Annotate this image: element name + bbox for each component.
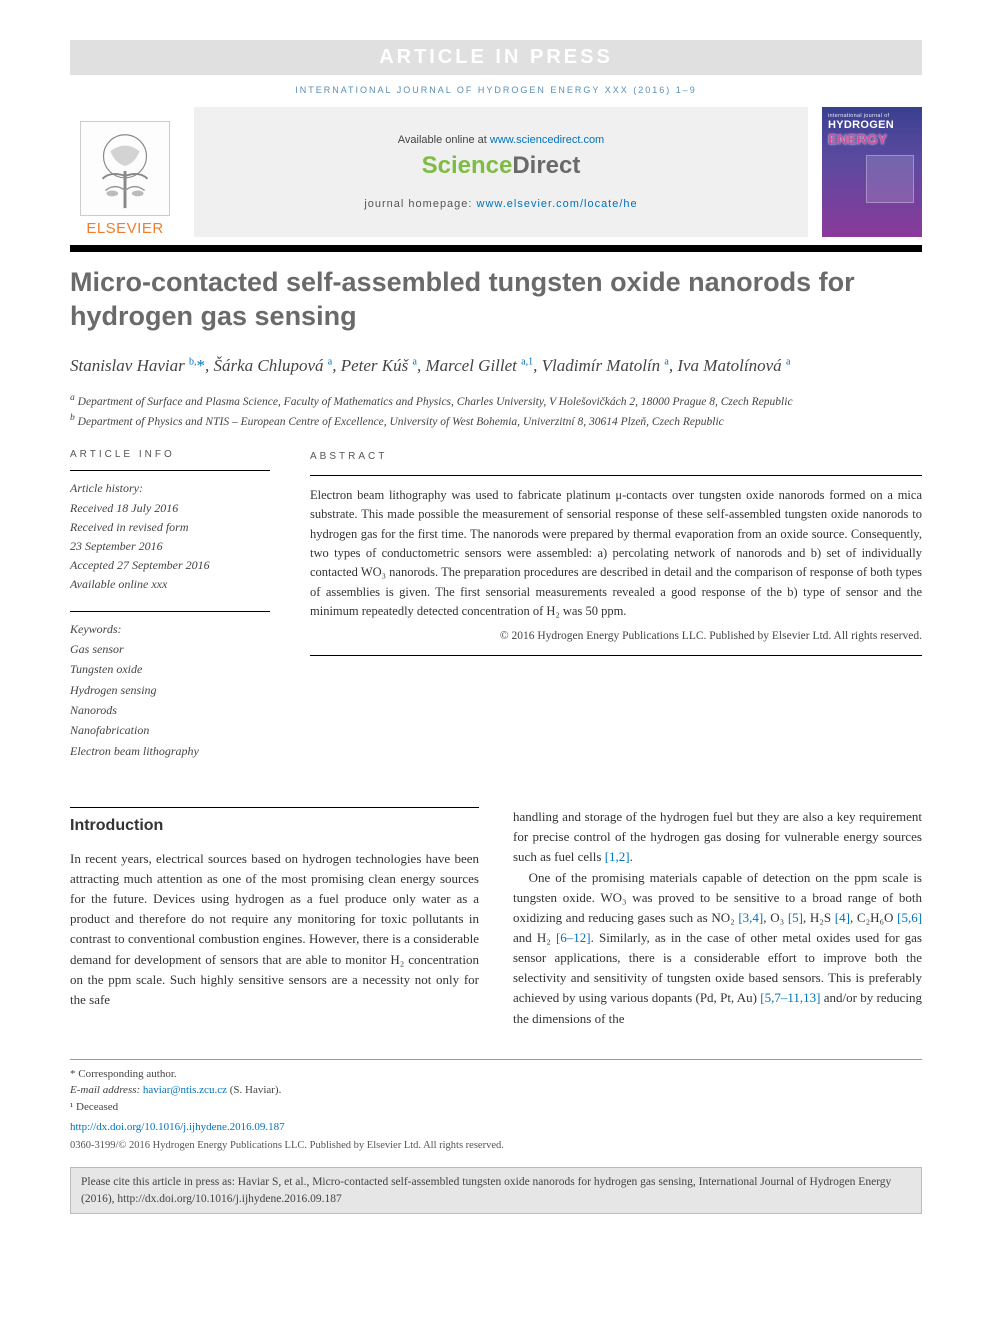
intro-para-3: One of the promising materials capable o… <box>513 868 922 1029</box>
article-in-press-banner: ARTICLE IN PRESS <box>70 40 922 75</box>
author-email-link[interactable]: haviar@ntis.zcu.cz <box>143 1084 227 1096</box>
article-history: Article history: Received 18 July 2016 R… <box>70 479 270 594</box>
cover-line1: international journal of <box>828 113 916 119</box>
body-col-left: Introduction In recent years, electrical… <box>70 807 479 1029</box>
keywords-block: Keywords: Gas sensorTungsten oxideHydrog… <box>70 620 270 762</box>
elsevier-wordmark: ELSEVIER <box>86 220 163 237</box>
cite-this-article-box: Please cite this article in press as: Ha… <box>70 1167 922 1213</box>
keyword-item: Nanofabrication <box>70 720 270 740</box>
email-line: E-mail address: haviar@ntis.zcu.cz (S. H… <box>70 1082 922 1099</box>
abstract-column: ABSTRACT Electron beam lithography was u… <box>310 449 922 777</box>
ref-link[interactable]: [5] <box>788 910 803 925</box>
abstract-label: ABSTRACT <box>310 449 922 465</box>
cover-line2: HYDROGEN <box>828 119 916 131</box>
abstract-rule <box>310 475 922 476</box>
author-list: Stanislav Haviar b,*, Šárka Chlupová a, … <box>70 354 922 378</box>
ref-link[interactable]: [5,6] <box>897 910 922 925</box>
intro-para-2: handling and storage of the hydrogen fue… <box>513 807 922 867</box>
history-received: Received 18 July 2016 <box>70 499 270 518</box>
ref-link[interactable]: [5,7–11,13] <box>760 990 820 1005</box>
abstract-rule-bottom <box>310 655 922 656</box>
elsevier-logo[interactable]: ELSEVIER <box>70 107 180 237</box>
introduction-heading: Introduction <box>70 807 479 839</box>
keyword-item: Nanorods <box>70 700 270 720</box>
cover-line3: ENERGY <box>828 131 916 147</box>
sd-logo-science: Science <box>422 152 513 179</box>
doi-line: http://dx.doi.org/10.1016/j.ijhydene.201… <box>70 1119 922 1136</box>
journal-homepage-link[interactable]: www.elsevier.com/locate/he <box>477 198 638 210</box>
corresponding-author: * Corresponding author. <box>70 1066 922 1083</box>
keyword-item: Hydrogen sensing <box>70 680 270 700</box>
history-header: Article history: <box>70 479 270 498</box>
history-revised1: Received in revised form <box>70 518 270 537</box>
journal-homepage-text: journal homepage: www.elsevier.com/locat… <box>364 198 637 210</box>
available-prefix: Available online at <box>398 134 490 146</box>
article-info-column: ARTICLE INFO Article history: Received 1… <box>70 449 270 777</box>
journal-reference: INTERNATIONAL JOURNAL OF HYDROGEN ENERGY… <box>70 85 922 95</box>
issn-copyright: 0360-3199/© 2016 Hydrogen Energy Publica… <box>70 1138 922 1154</box>
ref-link[interactable]: [1,2] <box>605 849 630 864</box>
email-who: (S. Haviar). <box>227 1084 281 1096</box>
available-online-text: Available online at www.sciencedirect.co… <box>398 134 604 146</box>
footnotes: * Corresponding author. E-mail address: … <box>70 1059 922 1154</box>
email-label: E-mail address: <box>70 1084 143 1096</box>
deceased-note: ¹ Deceased <box>70 1099 922 1116</box>
sciencedirect-logo[interactable]: ScienceDirect <box>422 152 581 180</box>
homepage-prefix: journal homepage: <box>364 198 476 210</box>
keyword-item: Gas sensor <box>70 639 270 659</box>
history-online: Available online xxx <box>70 575 270 594</box>
history-revised2: 23 September 2016 <box>70 537 270 556</box>
horizontal-rule-thick <box>70 245 922 252</box>
ref-link[interactable]: [3,4] <box>738 910 763 925</box>
sciencedirect-link[interactable]: www.sciencedirect.com <box>490 134 604 146</box>
affiliation-a: a Department of Surface and Plasma Scien… <box>70 391 922 411</box>
info-rule-mid <box>70 611 270 612</box>
affiliations: a Department of Surface and Plasma Scien… <box>70 391 922 431</box>
intro-para-1: In recent years, electrical sources base… <box>70 849 479 1010</box>
article-info-label: ARTICLE INFO <box>70 449 270 460</box>
body-col-right: handling and storage of the hydrogen fue… <box>513 807 922 1029</box>
sciencedirect-box: Available online at www.sciencedirect.co… <box>194 107 808 237</box>
ref-link[interactable]: [6–12] <box>556 930 591 945</box>
doi-link[interactable]: http://dx.doi.org/10.1016/j.ijhydene.201… <box>70 1121 285 1133</box>
body-columns: Introduction In recent years, electrical… <box>70 807 922 1029</box>
sd-logo-direct: Direct <box>512 152 580 179</box>
keywords-header: Keywords: <box>70 620 270 639</box>
info-rule-top <box>70 470 270 471</box>
elsevier-tree-icon <box>80 121 170 216</box>
ref-link[interactable]: [4] <box>835 910 850 925</box>
keywords-list: Gas sensorTungsten oxideHydrogen sensing… <box>70 639 270 761</box>
article-title: Micro-contacted self-assembled tungsten … <box>70 266 922 334</box>
history-accepted: Accepted 27 September 2016 <box>70 556 270 575</box>
keyword-item: Tungsten oxide <box>70 659 270 679</box>
abstract-copyright: © 2016 Hydrogen Energy Publications LLC.… <box>310 628 922 646</box>
affiliation-b: b Department of Physics and NTIS – Europ… <box>70 411 922 431</box>
journal-cover-thumb[interactable]: international journal of HYDROGEN ENERGY <box>822 107 922 237</box>
cover-graphic-icon <box>866 155 914 203</box>
keyword-item: Electron beam lithography <box>70 741 270 761</box>
abstract-text: Electron beam lithography was used to fa… <box>310 486 922 622</box>
header-box: ELSEVIER Available online at www.science… <box>70 107 922 237</box>
